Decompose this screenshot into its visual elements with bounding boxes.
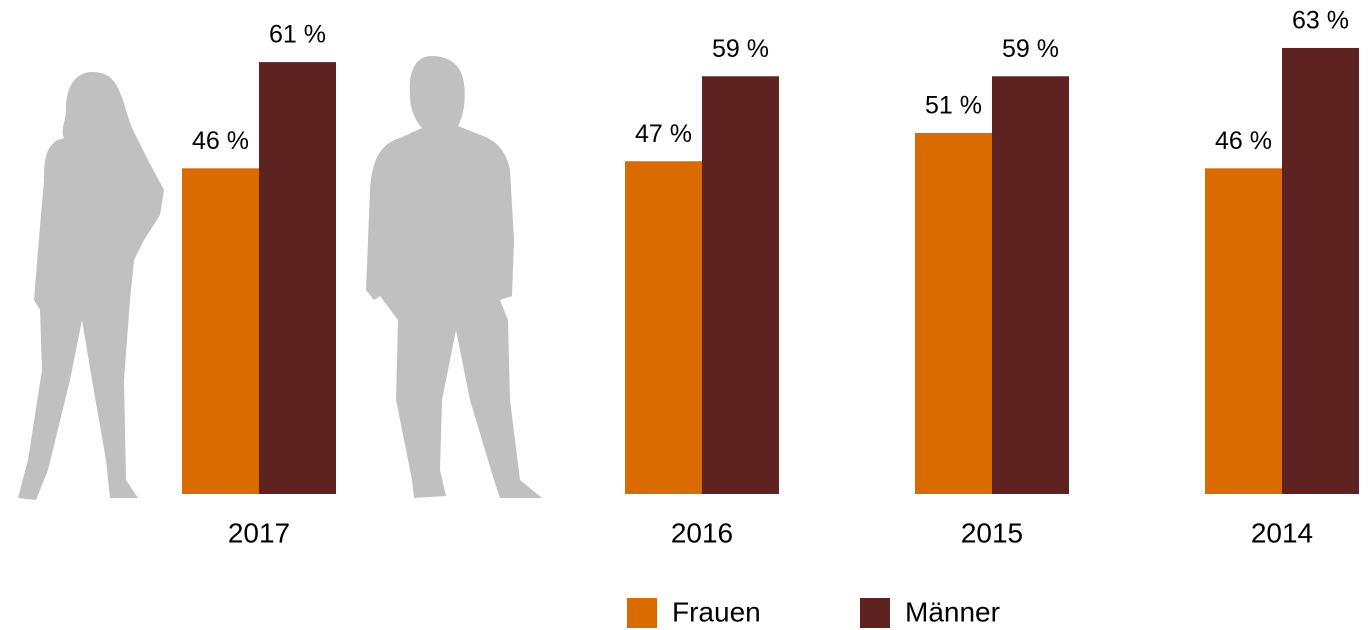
value-label: 59 % xyxy=(1002,35,1059,63)
x-tick-label: 2014 xyxy=(1251,517,1313,548)
value-label: 47 % xyxy=(635,120,692,148)
bar xyxy=(702,76,779,494)
x-tick-label: 2017 xyxy=(228,517,290,548)
legend-label: Frauen xyxy=(672,596,761,627)
bar xyxy=(915,132,992,495)
value-label: 51 % xyxy=(925,92,982,120)
value-label: 46 % xyxy=(192,127,249,155)
x-tick-label: 2016 xyxy=(671,517,733,548)
value-label: 61 % xyxy=(269,21,326,49)
silhouettes xyxy=(18,56,542,500)
legend-label: Männer xyxy=(905,596,1000,627)
bar xyxy=(992,76,1069,494)
value-label: 46 % xyxy=(1215,127,1272,155)
value-label: 63 % xyxy=(1292,7,1349,35)
legend-swatch xyxy=(627,598,657,628)
woman-silhouette xyxy=(18,72,164,500)
bar xyxy=(1205,168,1282,494)
x-tick-label: 2015 xyxy=(961,517,1023,548)
legend-swatch xyxy=(860,598,890,628)
bar xyxy=(625,161,702,495)
value-label: 59 % xyxy=(712,35,769,63)
bar xyxy=(259,62,336,495)
bar xyxy=(182,168,259,494)
man-silhouette xyxy=(366,56,542,498)
bar xyxy=(1282,47,1359,495)
